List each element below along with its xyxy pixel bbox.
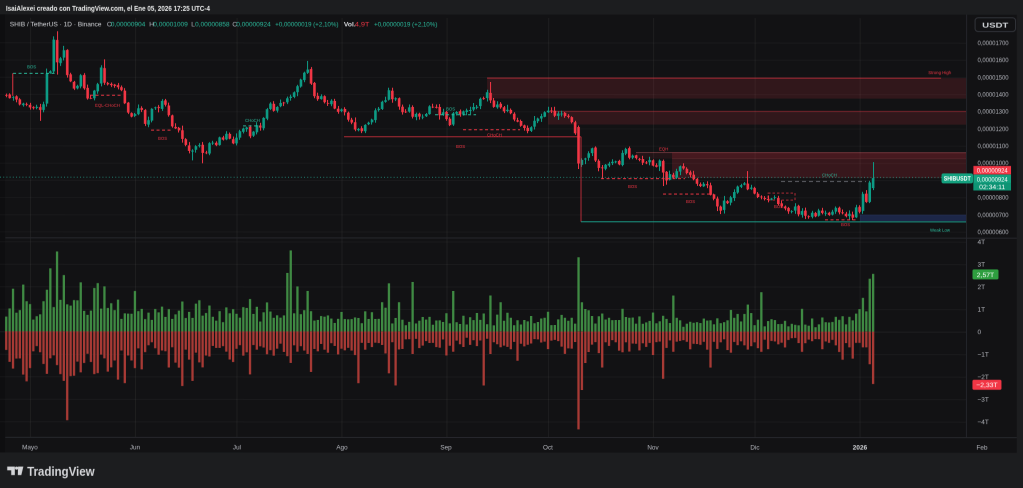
svg-text:0,00000924: 0,00000924 [977,177,1008,184]
svg-text:2,57T: 2,57T [977,272,994,279]
svg-text:SHIB / TetherUS · 1D · Binance: SHIB / TetherUS · 1D · Binance [10,21,102,28]
svg-text:0,00000924: 0,00000924 [236,21,271,28]
svg-text:+0,00000019 (+2,10%): +0,00000019 (+2,10%) [275,21,338,28]
svg-text:0,00000924: 0,00000924 [977,168,1008,175]
svg-text:−4T: −4T [977,419,988,426]
svg-text:0,00001000: 0,00001000 [978,160,1009,167]
svg-text:CHoCH: CHoCH [822,173,837,178]
svg-text:0,00001100: 0,00001100 [978,143,1009,150]
svg-text:BOS: BOS [456,144,465,149]
svg-text:2026: 2026 [853,444,868,451]
svg-text:CHoCH: CHoCH [487,132,502,137]
svg-text:EQH: EQH [659,147,668,152]
svg-text:+0,00000019 (+2,10%): +0,00000019 (+2,10%) [374,21,437,28]
svg-text:Oct: Oct [543,444,553,451]
svg-text:Dic: Dic [750,444,760,451]
svg-text:Jun: Jun [130,444,141,451]
svg-text:0,00001400: 0,00001400 [978,92,1009,99]
svg-text:BOS: BOS [628,184,637,189]
svg-text:IsaiAlexei creado con TradingV: IsaiAlexei creado con TradingView.com, e… [6,4,211,13]
svg-text:0,00001500: 0,00001500 [978,74,1009,81]
svg-text:0: 0 [977,329,981,336]
svg-text:USDT: USDT [982,21,1008,30]
svg-text:EQL-CHoCH: EQL-CHoCH [95,103,120,108]
svg-text:BOS: BOS [841,222,850,227]
svg-text:0,00000600: 0,00000600 [978,229,1009,236]
svg-text:BOS: BOS [446,106,455,111]
svg-text:Weak Low: Weak Low [930,228,951,233]
svg-text:2T: 2T [977,284,985,291]
svg-text:Nov: Nov [647,444,659,451]
svg-text:BOS: BOS [774,204,783,209]
svg-text:Sep: Sep [440,444,452,451]
svg-text:−1T: −1T [977,352,988,359]
svg-text:BOS: BOS [686,199,695,204]
svg-text:0,00000904: 0,00000904 [111,21,146,28]
svg-text:TradingView: TradingView [27,464,95,479]
svg-text:CHoCH: CHoCH [245,118,260,123]
svg-text:0,00000800: 0,00000800 [978,195,1009,202]
svg-text:4,9T: 4,9T [355,21,370,28]
svg-text:H: H [149,21,154,28]
svg-text:O: O [107,21,112,28]
svg-text:−2T: −2T [977,374,988,381]
svg-text:0,00000700: 0,00000700 [978,212,1009,219]
svg-text:0,00001200: 0,00001200 [978,126,1009,133]
svg-text:4T: 4T [977,239,985,246]
svg-text:Strong High: Strong High [928,70,951,75]
svg-text:L: L [191,21,195,28]
svg-text:Ago: Ago [336,444,348,451]
svg-text:Feb: Feb [976,444,987,451]
svg-text:SHIBUSDT: SHIBUSDT [944,177,971,183]
svg-text:−2,33T: −2,33T [976,382,997,389]
svg-text:BOS: BOS [27,64,36,69]
svg-text:0,00001009: 0,00001009 [153,21,188,28]
svg-text:3T: 3T [977,262,985,269]
svg-text:0,00001300: 0,00001300 [978,109,1009,116]
svg-text:Jul: Jul [233,444,241,451]
svg-text:02:34:11: 02:34:11 [979,184,1005,191]
svg-text:1T: 1T [977,307,985,314]
svg-text:C: C [232,21,237,28]
svg-text:BOS: BOS [158,136,167,141]
svg-text:0,00000858: 0,00000858 [195,21,230,28]
svg-text:0,00001700: 0,00001700 [978,40,1009,47]
svg-text:0,00001600: 0,00001600 [978,57,1009,64]
svg-text:−3T: −3T [977,397,988,404]
svg-text:Mayo: Mayo [22,444,38,451]
svg-text:Vol.: Vol. [344,21,356,28]
